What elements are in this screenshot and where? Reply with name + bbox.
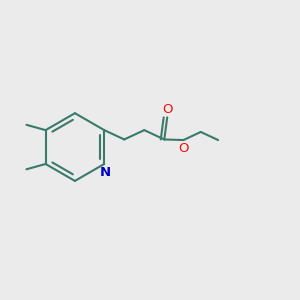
Text: O: O — [178, 142, 189, 155]
Text: O: O — [163, 103, 173, 116]
Text: N: N — [100, 166, 111, 179]
